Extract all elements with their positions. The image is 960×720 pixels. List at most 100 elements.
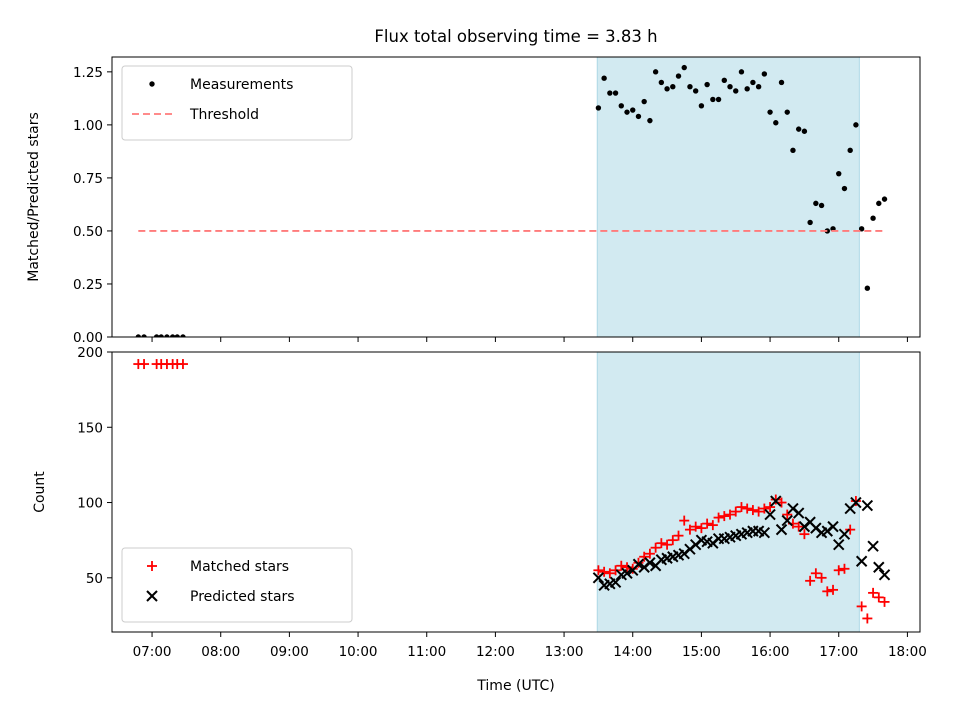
data-point bbox=[633, 557, 644, 568]
data-point bbox=[876, 200, 882, 207]
data-point bbox=[862, 613, 873, 624]
bottom-legend: Matched stars Predicted stars bbox=[121, 547, 353, 623]
data-point bbox=[850, 496, 861, 507]
x-tick-label: 15:00 bbox=[682, 644, 721, 660]
legend-handle bbox=[147, 561, 157, 571]
data-point bbox=[621, 567, 633, 579]
y-tick-label: 50 bbox=[86, 571, 103, 587]
data-point bbox=[853, 122, 859, 128]
data-point bbox=[704, 81, 710, 88]
x-tick-label: 09:00 bbox=[270, 644, 309, 660]
data-point bbox=[878, 569, 891, 581]
data-point bbox=[652, 69, 659, 75]
data-point bbox=[715, 96, 722, 103]
series-measurements bbox=[135, 64, 888, 337]
data-point bbox=[667, 535, 678, 546]
x-tick-label: 18:00 bbox=[888, 644, 927, 660]
data-point bbox=[164, 334, 170, 337]
bottom-panel-frame bbox=[111, 351, 921, 633]
data-point bbox=[632, 558, 645, 570]
data-point bbox=[177, 359, 188, 370]
data-point bbox=[644, 548, 655, 559]
data-point bbox=[744, 86, 750, 92]
data-point bbox=[710, 96, 716, 103]
data-point bbox=[873, 561, 885, 573]
legend-box bbox=[121, 547, 353, 623]
data-point bbox=[153, 334, 160, 337]
data-point bbox=[759, 503, 770, 514]
data-point bbox=[879, 596, 890, 607]
data-point bbox=[778, 79, 785, 86]
data-point bbox=[841, 185, 848, 192]
data-point bbox=[790, 147, 796, 154]
data-point bbox=[658, 79, 665, 86]
data-point bbox=[770, 495, 782, 507]
data-point bbox=[775, 523, 788, 536]
data-point bbox=[158, 334, 164, 337]
data-point bbox=[679, 515, 690, 526]
x-axis-label: Time (UTC) bbox=[476, 678, 554, 694]
y-tick-label: 1.00 bbox=[73, 118, 103, 134]
data-point bbox=[782, 509, 793, 520]
data-point bbox=[801, 128, 808, 134]
data-point bbox=[764, 508, 776, 521]
data-point bbox=[773, 120, 779, 126]
data-point bbox=[738, 69, 745, 75]
data-point bbox=[873, 592, 884, 603]
data-point bbox=[698, 103, 705, 109]
data-point bbox=[618, 103, 624, 109]
data-point bbox=[675, 73, 682, 79]
data-point bbox=[612, 90, 619, 96]
legend-handle bbox=[149, 81, 155, 87]
bottom-y-axis-label: Count bbox=[32, 471, 48, 513]
data-point bbox=[624, 109, 630, 115]
data-point bbox=[847, 147, 853, 154]
data-point bbox=[139, 359, 150, 370]
data-point bbox=[870, 215, 876, 221]
data-point bbox=[793, 521, 804, 532]
data-point bbox=[610, 565, 621, 576]
data-point bbox=[702, 518, 713, 529]
plot-area bbox=[133, 352, 891, 632]
x-tick-label: 11:00 bbox=[407, 644, 446, 660]
data-point bbox=[750, 79, 756, 86]
x-tick-label: 07:00 bbox=[133, 644, 172, 660]
data-point bbox=[650, 542, 661, 553]
top-panel-frame bbox=[111, 56, 921, 338]
y-tick-label: 100 bbox=[77, 496, 103, 512]
data-point bbox=[747, 505, 758, 516]
data-point bbox=[805, 575, 816, 586]
x-tick-label: 13:00 bbox=[545, 644, 584, 660]
data-point bbox=[845, 524, 856, 535]
legend-handle bbox=[146, 590, 158, 602]
data-point bbox=[758, 526, 771, 539]
data-point bbox=[725, 509, 736, 520]
data-point bbox=[727, 83, 733, 90]
data-point bbox=[684, 524, 695, 535]
legend-label: Predicted stars bbox=[190, 589, 295, 605]
data-point bbox=[595, 105, 602, 111]
data-point bbox=[664, 86, 670, 92]
data-point bbox=[742, 503, 753, 514]
data-point bbox=[135, 334, 142, 337]
data-point bbox=[868, 587, 879, 598]
data-point bbox=[833, 538, 845, 551]
data-point bbox=[836, 170, 842, 177]
data-point bbox=[818, 202, 825, 209]
data-point bbox=[141, 334, 147, 337]
data-point bbox=[850, 496, 862, 509]
data-point bbox=[833, 565, 844, 576]
data-point bbox=[822, 586, 833, 597]
data-point bbox=[770, 494, 781, 505]
data-point bbox=[765, 502, 776, 513]
data-point bbox=[792, 507, 805, 519]
data-point bbox=[662, 539, 673, 550]
top-panel: 0.00 0.25 0.50 0.75 1.00 1.25 Matched/Predict… bbox=[26, 56, 921, 346]
data-point bbox=[781, 514, 793, 527]
data-point bbox=[813, 200, 819, 207]
data-point bbox=[592, 572, 605, 584]
data-point bbox=[616, 560, 627, 571]
data-point bbox=[864, 285, 871, 291]
data-point bbox=[609, 576, 622, 589]
